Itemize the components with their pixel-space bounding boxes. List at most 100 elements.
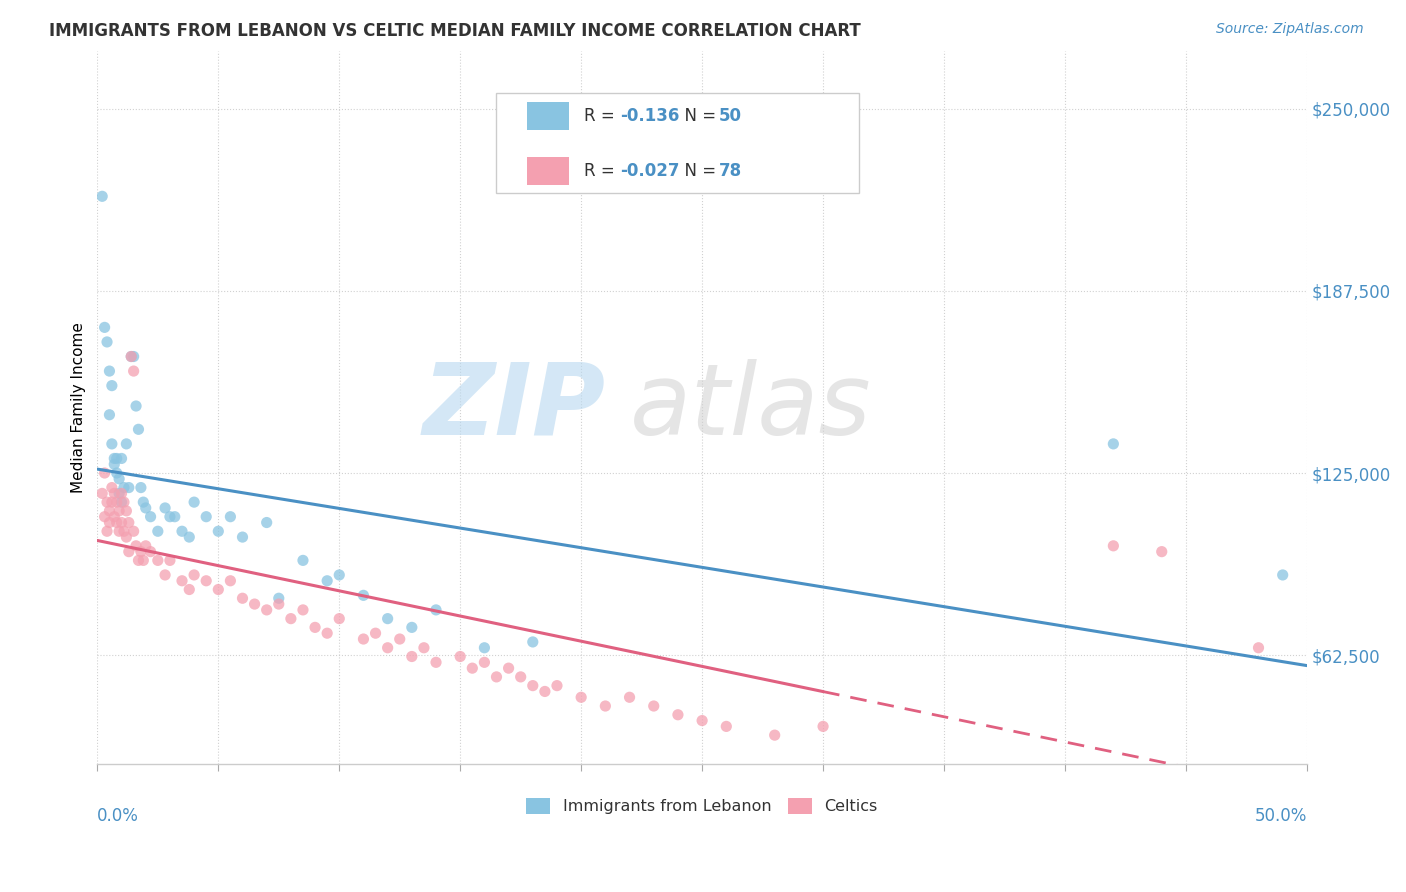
- Text: ZIP: ZIP: [422, 359, 606, 456]
- Point: [103, 509, 125, 524]
- Point: [159, 509, 181, 524]
- Point: [110, 516, 132, 530]
- Point: [110, 495, 132, 509]
- Point: [328, 612, 350, 626]
- Point: [231, 530, 253, 544]
- Point: [267, 597, 290, 611]
- Point: [256, 516, 278, 530]
- Text: R =: R =: [583, 162, 620, 180]
- Point: [105, 495, 128, 509]
- Point: [132, 553, 155, 567]
- Text: N =: N =: [675, 162, 721, 180]
- Point: [118, 481, 141, 495]
- Point: [219, 574, 242, 588]
- Point: [110, 451, 132, 466]
- Point: [105, 516, 128, 530]
- Point: [304, 620, 326, 634]
- Point: [219, 509, 242, 524]
- Point: [195, 509, 218, 524]
- Point: [103, 451, 125, 466]
- Point: [170, 574, 193, 588]
- Text: 78: 78: [718, 162, 742, 180]
- Point: [595, 698, 617, 713]
- FancyBboxPatch shape: [496, 94, 859, 194]
- Point: [522, 635, 544, 649]
- Point: [179, 530, 201, 544]
- Point: [93, 466, 115, 480]
- Legend: Immigrants from Lebanon, Celtics: Immigrants from Lebanon, Celtics: [520, 791, 884, 821]
- Point: [1102, 539, 1125, 553]
- Point: [132, 495, 155, 509]
- Point: [690, 714, 713, 728]
- Point: [91, 189, 114, 203]
- Point: [474, 656, 496, 670]
- Point: [118, 544, 141, 558]
- Point: [485, 670, 508, 684]
- Point: [183, 568, 205, 582]
- Point: [207, 582, 229, 597]
- Point: [108, 524, 131, 539]
- Point: [108, 504, 131, 518]
- Point: [163, 509, 186, 524]
- Point: [666, 707, 689, 722]
- Point: [139, 544, 162, 558]
- Point: [352, 588, 374, 602]
- Point: [811, 719, 834, 733]
- Point: [96, 334, 118, 349]
- Text: R =: R =: [583, 107, 620, 125]
- Point: [1247, 640, 1270, 655]
- Point: [280, 612, 302, 626]
- Point: [129, 481, 152, 495]
- Point: [377, 612, 399, 626]
- Point: [96, 524, 118, 539]
- Point: [125, 539, 148, 553]
- Text: -0.027: -0.027: [620, 162, 679, 180]
- Point: [122, 364, 145, 378]
- Point: [129, 544, 152, 558]
- Text: N =: N =: [675, 107, 721, 125]
- Point: [98, 504, 121, 518]
- Point: [125, 399, 148, 413]
- Point: [91, 486, 114, 500]
- Point: [101, 495, 124, 509]
- Point: [291, 603, 314, 617]
- Point: [425, 603, 447, 617]
- Point: [195, 574, 218, 588]
- Point: [120, 350, 142, 364]
- Point: [170, 524, 193, 539]
- Point: [425, 656, 447, 670]
- Text: atlas: atlas: [630, 359, 872, 456]
- Point: [401, 649, 423, 664]
- Point: [377, 640, 399, 655]
- Point: [763, 728, 786, 742]
- Point: [474, 640, 496, 655]
- Point: [207, 524, 229, 539]
- Point: [101, 437, 124, 451]
- Point: [267, 591, 290, 606]
- Point: [98, 516, 121, 530]
- Point: [328, 568, 350, 582]
- Point: [98, 364, 121, 378]
- Point: [716, 719, 738, 733]
- Y-axis label: Median Family Income: Median Family Income: [72, 322, 86, 493]
- Point: [153, 568, 176, 582]
- Point: [118, 516, 141, 530]
- Point: [110, 486, 132, 500]
- Point: [115, 437, 138, 451]
- Point: [291, 553, 314, 567]
- Point: [449, 649, 471, 664]
- Point: [243, 597, 266, 611]
- Point: [108, 472, 131, 486]
- Point: [1150, 544, 1173, 558]
- Text: IMMIGRANTS FROM LEBANON VS CELTIC MEDIAN FAMILY INCOME CORRELATION CHART: IMMIGRANTS FROM LEBANON VS CELTIC MEDIAN…: [49, 22, 860, 40]
- Point: [522, 679, 544, 693]
- Point: [127, 553, 149, 567]
- Point: [135, 539, 157, 553]
- Point: [105, 466, 128, 480]
- Point: [1102, 437, 1125, 451]
- Point: [413, 640, 436, 655]
- Text: 50: 50: [718, 107, 742, 125]
- Point: [146, 553, 169, 567]
- Point: [93, 509, 115, 524]
- Text: 50.0%: 50.0%: [1254, 807, 1308, 825]
